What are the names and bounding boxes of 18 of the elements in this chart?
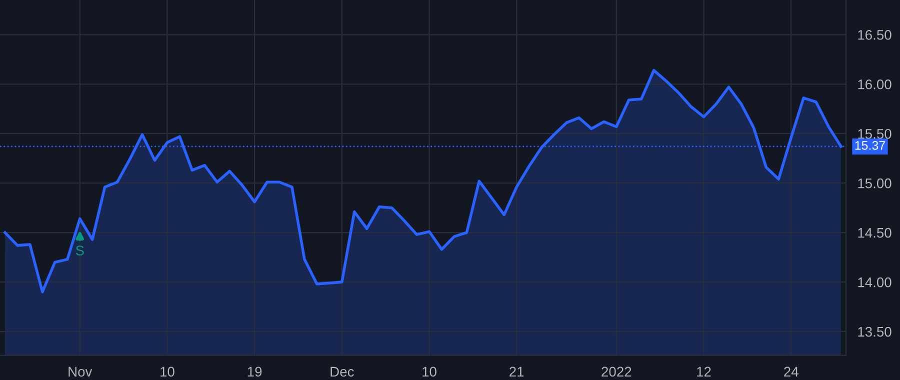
x-tick-label: 10	[422, 366, 436, 377]
x-tick-label: 19	[248, 366, 262, 377]
y-tick-label: 14.50	[858, 228, 892, 238]
x-tick-label: 2022	[602, 366, 632, 377]
y-tick-label: 16.50	[858, 30, 892, 40]
x-tick-label: Nov	[68, 366, 92, 377]
y-tick-label: 13.50	[858, 326, 892, 337]
x-tick-label: 21	[510, 366, 524, 376]
x-tick-label: 12	[697, 366, 711, 376]
y-tick-label: 15.50	[858, 128, 892, 139]
y-tick-label: 15.00	[858, 178, 892, 188]
annotation: S	[76, 246, 84, 256]
x-tick-label: Dec	[330, 366, 354, 377]
x-tick-label: 10	[160, 366, 174, 377]
y-tick-label: 16.00	[858, 79, 892, 90]
ref-line-label: 15.37	[855, 140, 885, 150]
y-tick-label: 14.00	[858, 277, 892, 288]
x-tick-label: 24	[784, 366, 798, 376]
